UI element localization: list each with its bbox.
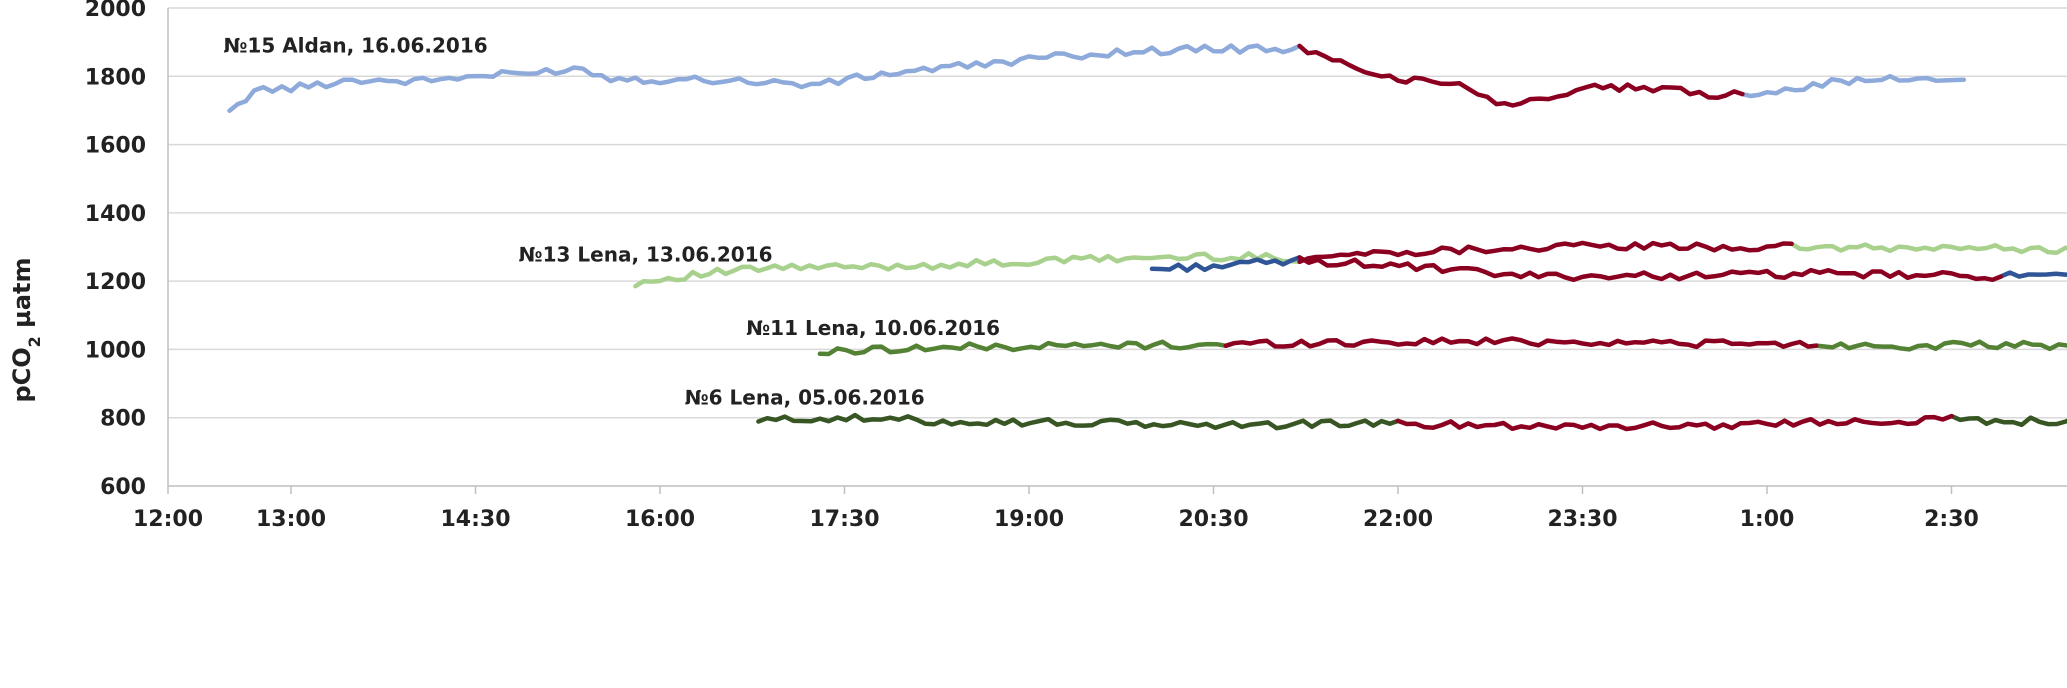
x-tick-label: 16:00 xyxy=(625,507,695,532)
x-tick-label: 17:30 xyxy=(809,507,879,532)
y-axis-label-unit: µatm xyxy=(8,257,36,336)
x-tick-label: 22:00 xyxy=(1363,507,1433,532)
series-annotation-label: №13 Lena, 13.06.2016 xyxy=(519,242,773,266)
x-tick-label: 19:00 xyxy=(994,507,1064,532)
series-line-segment xyxy=(1949,413,2067,428)
y-tick-label: 1600 xyxy=(85,134,146,159)
series-line-highlight xyxy=(1223,336,1819,350)
x-tick-label: 12:00 xyxy=(133,507,203,532)
series-line-segment xyxy=(817,339,1229,357)
series-line-highlight xyxy=(1297,255,2003,283)
y-tick-label: 800 xyxy=(100,407,146,432)
series-line-highlight xyxy=(1297,43,1745,108)
x-tick-label: 2:30 xyxy=(1924,507,1979,532)
series-annotations: №15 Aldan, 16.06.2016 №13 Lena, 13.06.201… xyxy=(223,33,1000,410)
series-line-segment xyxy=(1998,270,2067,279)
x-tick-label: 23:30 xyxy=(1547,507,1617,532)
series-line-segment xyxy=(1740,73,1967,99)
y-tick-label: 1400 xyxy=(85,202,146,227)
y-tick-label: 1000 xyxy=(85,338,146,363)
y-tick-label: 2000 xyxy=(85,0,146,22)
series-lines xyxy=(227,43,2067,432)
series-annotation-label: №15 Aldan, 16.06.2016 xyxy=(223,33,487,57)
series-line-segment xyxy=(1149,255,1302,273)
series-line-highlight xyxy=(1395,413,1954,432)
x-tick-label: 14:30 xyxy=(440,507,510,532)
y-axis-label: pCO2 µatm xyxy=(8,257,44,402)
y-axis-label-sub: 2 xyxy=(25,336,44,347)
y-tick-label: 1200 xyxy=(85,270,146,295)
series-line-segment xyxy=(227,43,1302,113)
series-line-segment xyxy=(1789,241,2067,255)
x-tick-label: 1:00 xyxy=(1740,507,1795,532)
x-tick-label: 13:00 xyxy=(256,507,326,532)
series-line-segment xyxy=(756,412,1401,431)
y-tick-labels: 600 800 1000 1200 1400 1600 1800 2000 xyxy=(85,0,146,500)
x-tick-labels: 12:00 13:00 14:30 16:00 17:30 19:00 20:30 22:00… xyxy=(133,507,1979,532)
x-tick-label: 20:30 xyxy=(1178,507,1248,532)
y-tick-label: 1800 xyxy=(85,65,146,90)
y-axis-label-main: pCO xyxy=(8,347,36,402)
series-annotation-label: №11 Lena, 10.06.2016 xyxy=(746,316,1000,340)
y-tick-label: 600 xyxy=(100,475,146,500)
series-line-segment xyxy=(1813,339,2067,352)
series-line-highlight xyxy=(1297,240,1794,265)
series-annotation-label: №6 Lena, 05.06.2016 xyxy=(685,386,925,410)
series-line-segment xyxy=(633,251,1302,289)
